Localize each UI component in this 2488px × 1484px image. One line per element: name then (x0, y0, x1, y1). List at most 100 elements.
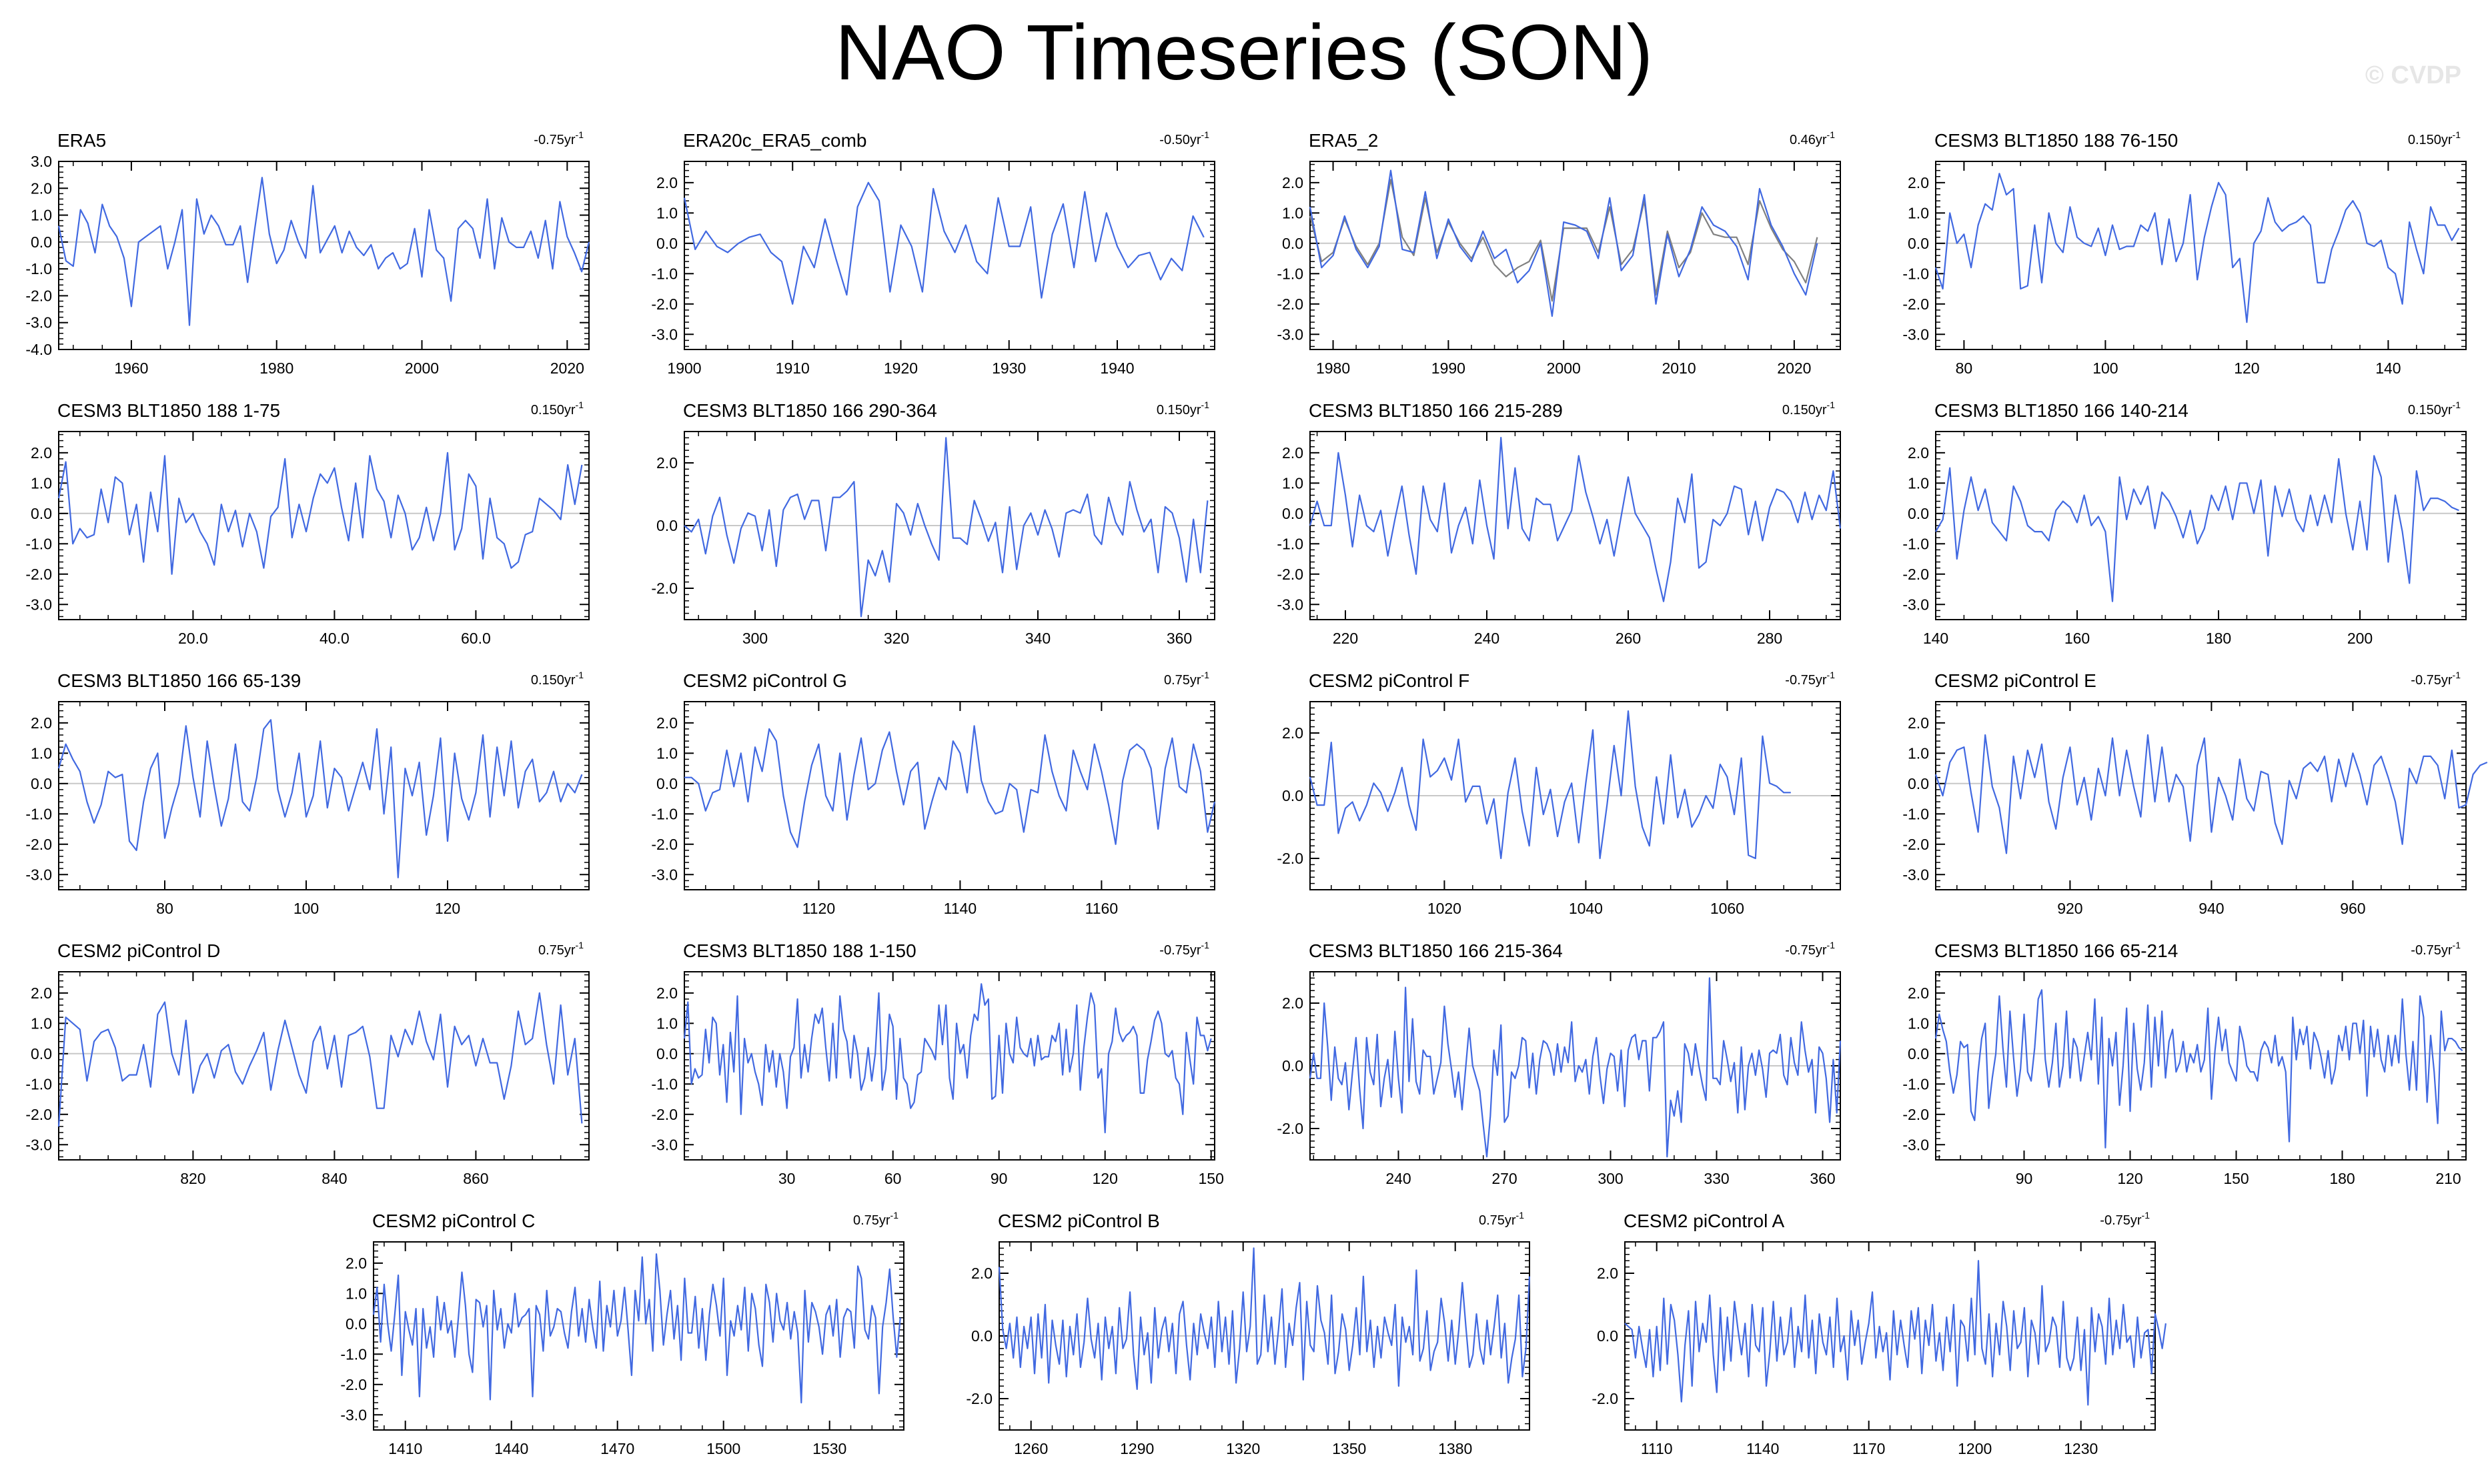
panel-5: CESM3 BLT1850 188 1-75 0.150yr-1 2.0 1.0 0.0… (25, 400, 590, 647)
series-line (684, 725, 1216, 848)
x-tick-label: 220 (1333, 630, 1358, 647)
trend-label: 0.150yr-1 (1782, 400, 1835, 418)
y-tick-label: 0.0 (1597, 1327, 1618, 1345)
x-tick-label: 150 (1199, 1170, 1224, 1187)
series-line (57, 719, 583, 878)
y-tick-label: -1.0 (25, 1075, 52, 1092)
x-tick-label: 140 (2375, 359, 2401, 377)
plot-frame (58, 701, 590, 890)
panel-2: ERA20c_ERA5_comb -0.50yr-1 2.0 1.0 0.0 -1.0 -2… (651, 129, 1215, 377)
x-tick-label: 1500 (706, 1440, 740, 1457)
x-tick-label: 80 (1956, 359, 1973, 377)
x-tick-label: 240 (1385, 1170, 1411, 1187)
y-tick-label: -3.0 (651, 866, 678, 883)
y-tick-label: 2.0 (1908, 984, 1929, 1002)
y-tick-label: -3.0 (25, 866, 52, 883)
trend-label: -0.75yr-1 (2411, 670, 2461, 688)
y-tick-label: 0.0 (346, 1315, 367, 1333)
y-tick-label: 1.0 (1908, 1014, 1929, 1032)
plot-frame (1935, 701, 2467, 890)
y-tick-label: -2.0 (25, 836, 52, 853)
x-tick-label: 260 (1616, 630, 1641, 647)
series-line (683, 983, 1212, 1134)
panel-title: CESM3 BLT1850 188 1-75 (57, 400, 280, 421)
x-tick-label: 960 (2340, 900, 2365, 917)
y-tick-label: 0.0 (1282, 505, 1303, 522)
y-tick-label: 0.0 (31, 775, 52, 792)
panel-title: ERA5 (57, 130, 106, 151)
x-tick-label: 200 (2347, 630, 2373, 647)
y-tick-label: -1.0 (1902, 535, 1929, 552)
panel-title: CESM2 piControl C (372, 1211, 535, 1231)
y-tick-label: 1.0 (656, 1014, 678, 1032)
plot-frame (1935, 971, 2467, 1161)
y-tick-label: 0.0 (971, 1327, 993, 1345)
trend-label: 0.150yr-1 (2408, 129, 2461, 147)
trend-label: 0.150yr-1 (1157, 400, 1209, 418)
y-tick-label: -4.0 (25, 341, 52, 358)
y-tick-label: 2.0 (346, 1255, 367, 1272)
y-tick-label: -1.0 (1277, 265, 1303, 282)
y-tick-label: 1.0 (656, 204, 678, 221)
x-tick-label: 1470 (600, 1440, 634, 1457)
panel-6: CESM3 BLT1850 166 290-364 0.150yr-1 2.0 0.0… (651, 400, 1215, 647)
y-tick-label: -1.0 (1902, 265, 1929, 282)
y-tick-label: 2.0 (1908, 174, 1929, 191)
trend-label: 0.75yr-1 (853, 1210, 898, 1228)
y-tick-label: -2.0 (651, 1106, 678, 1123)
y-tick-label: -3.0 (25, 596, 52, 613)
y-tick-label: -2.0 (966, 1390, 993, 1407)
panel-14: CESM3 BLT1850 188 1-150 -0.75yr-1 2.0 1.0 0.… (651, 940, 1224, 1187)
y-tick-label: 0.0 (656, 775, 678, 792)
x-tick-label: 300 (742, 630, 768, 647)
panel-title: ERA5_2 (1309, 130, 1378, 151)
y-tick-label: 2.0 (31, 179, 52, 197)
series-line (57, 992, 583, 1127)
panel-16: CESM3 BLT1850 166 65-214 -0.75yr-1 2.0 1.0 0… (1902, 940, 2467, 1187)
x-tick-label: 160 (2064, 630, 2090, 647)
y-tick-label: 2.0 (1282, 994, 1303, 1012)
x-tick-label: 2020 (550, 359, 584, 377)
x-tick-label: 60 (884, 1170, 902, 1187)
plot-frame (684, 701, 1215, 890)
panel-title: CESM2 piControl A (1624, 1211, 1785, 1231)
x-tick-label: 180 (2329, 1170, 2355, 1187)
panel-13: CESM2 piControl D 0.75yr-1 2.0 1.0 0.0 -1.0 -2… (25, 940, 590, 1187)
x-tick-label: 120 (2234, 359, 2259, 377)
trend-label: 0.75yr-1 (1164, 670, 1209, 688)
y-tick-label: 0.0 (656, 517, 678, 534)
y-tick-label: 2.0 (1908, 444, 1929, 462)
y-tick-label: -3.0 (1277, 596, 1303, 613)
y-tick-label: 2.0 (656, 454, 678, 472)
y-tick-label: -1.0 (1902, 1075, 1929, 1092)
x-tick-label: 840 (322, 1170, 347, 1187)
series-line (1934, 989, 2463, 1149)
x-tick-label: 1380 (1438, 1440, 1472, 1457)
y-tick-label: -2.0 (1277, 1120, 1303, 1137)
panel-17: CESM2 piControl C 0.75yr-1 2.0 1.0 0.0 -1.0 -2… (340, 1210, 904, 1457)
y-tick-label: 2.0 (1908, 714, 1929, 732)
x-tick-label: 360 (1810, 1170, 1835, 1187)
y-tick-label: 1.0 (31, 744, 52, 762)
y-tick-label: 2.0 (656, 714, 678, 732)
series-line (1309, 436, 1842, 602)
y-tick-label: 2.0 (1597, 1265, 1618, 1282)
trend-label: 0.150yr-1 (2408, 400, 2461, 418)
y-tick-label: -2.0 (1902, 1106, 1929, 1123)
x-tick-label: 20.0 (178, 630, 208, 647)
y-tick-label: -3.0 (651, 325, 678, 343)
y-tick-label: -3.0 (1902, 866, 1929, 883)
y-tick-label: 2.0 (31, 714, 52, 732)
series-line (1309, 977, 1842, 1158)
y-tick-label: -3.0 (1902, 596, 1929, 613)
y-tick-label: 0.0 (656, 235, 678, 252)
x-tick-label: 1900 (667, 359, 701, 377)
y-tick-label: -2.0 (1592, 1390, 1618, 1407)
panel-title: CESM3 BLT1850 166 65-139 (57, 670, 301, 691)
y-tick-label: -2.0 (25, 1106, 52, 1123)
y-tick-label: -2.0 (340, 1376, 367, 1393)
y-tick-label: -3.0 (25, 314, 52, 331)
x-tick-label: 1120 (802, 900, 835, 917)
y-tick-label: -1.0 (1277, 535, 1303, 552)
